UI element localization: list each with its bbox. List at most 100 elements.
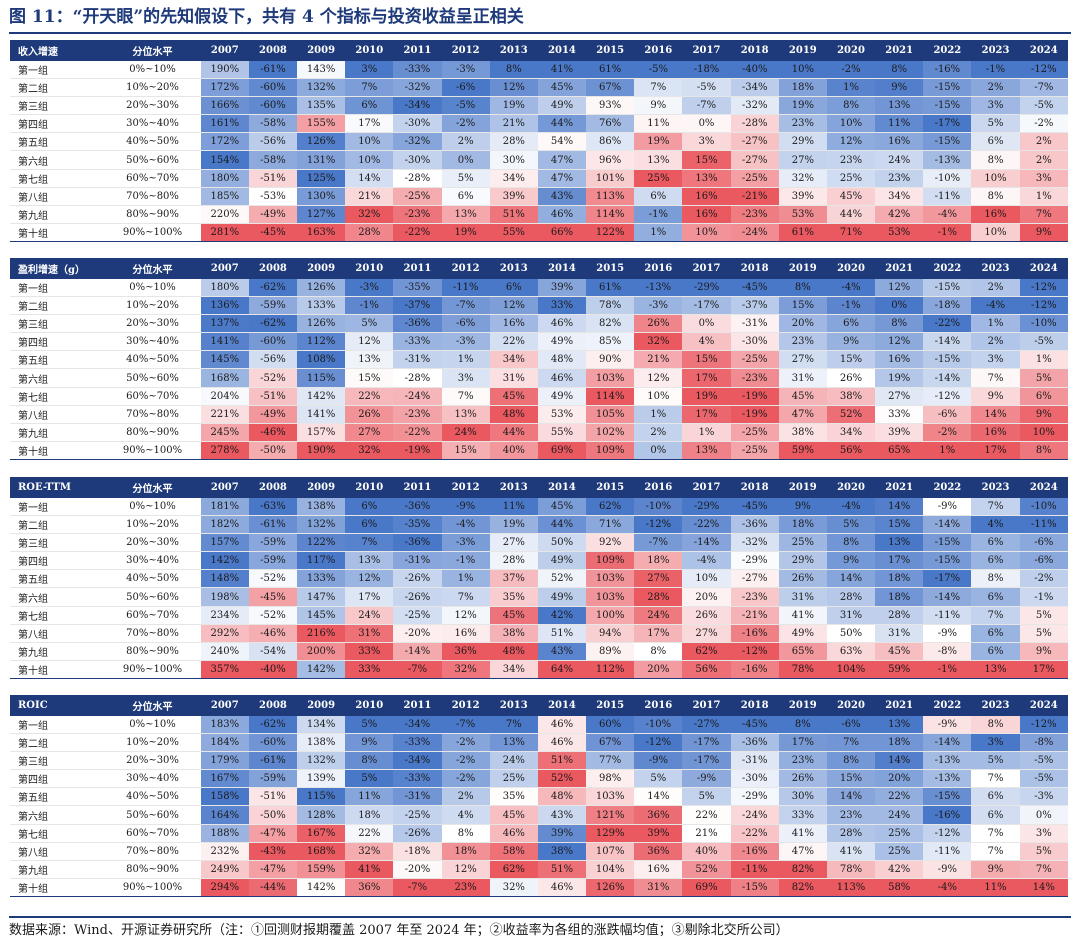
return-cell: 9% [634, 96, 683, 116]
table-row: 第三组 20%~30% 166% -60% 135% 6% -34% -5% 19% 49% 93%… [10, 96, 1068, 116]
return-cell: 51% [489, 205, 538, 224]
return-cell: -2% [826, 61, 876, 80]
group-label: 第六组 [10, 805, 105, 825]
return-cell: 8% [345, 751, 394, 771]
return-cell: 180% [200, 279, 249, 298]
return-cell: 18% [875, 733, 924, 753]
return-cell: 35% [489, 587, 538, 607]
return-cell: 128% [297, 805, 346, 825]
group-label: 第八组 [10, 405, 105, 424]
indicator-name: ROIC [10, 695, 105, 716]
return-cell: 18% [634, 551, 683, 571]
quantile-label: 0%~10% [104, 61, 201, 80]
table-row: 第六组 50%~60% 154% -58% 131% 10% -30% 0% 30% 47% 96%… [10, 150, 1068, 170]
quantile-header: 分位水平 [104, 40, 201, 61]
return-cell: 15% [826, 350, 876, 370]
return-cell: -5% [634, 61, 683, 80]
return-cell: 3% [971, 96, 1020, 116]
return-cell: 105% [586, 405, 635, 424]
return-cell: -32% [730, 533, 779, 553]
return-cell: 112% [586, 660, 635, 679]
return-cell: 10% [778, 61, 827, 80]
return-cell: 44% [537, 515, 587, 535]
indicator-name: 盈利增速（g） [10, 258, 105, 279]
return-cell: 104% [586, 860, 635, 879]
return-cell: -32% [393, 78, 442, 98]
return-cell: 17% [345, 587, 394, 607]
return-cell: -9% [682, 769, 731, 789]
return-cell: 20% [875, 769, 924, 789]
year-header: 2016 [634, 477, 683, 498]
return-cell: 42% [537, 606, 587, 625]
table-row: 第七组 60%~70% 188% -47% 167% 22% -26% 8% 46% 39% 129… [10, 824, 1068, 843]
return-cell: 26% [778, 769, 827, 789]
return-cell: -62% [248, 279, 298, 298]
return-cell: 159% [297, 860, 346, 879]
return-cell: -30% [393, 150, 442, 170]
return-cell: -12% [730, 642, 779, 661]
return-cell: 7% [826, 733, 876, 753]
return-cell: -21% [730, 187, 779, 206]
return-cell: -6% [441, 314, 490, 334]
return-cell: -25% [730, 169, 779, 188]
table-row: 第八组 70%~80% 292% -46% 216% 31% -20% 16% 38% 51% 94… [10, 624, 1068, 643]
group-label: 第九组 [10, 860, 105, 879]
return-cell: 103% [586, 569, 635, 589]
return-cell: -4% [826, 279, 876, 298]
year-header: 2017 [682, 695, 731, 716]
return-cell: 52% [826, 405, 876, 424]
year-header: 2018 [730, 477, 779, 498]
return-cell: -32% [393, 132, 442, 152]
return-cell: -11% [1019, 515, 1068, 535]
return-cell: -49% [248, 205, 298, 224]
return-cell: 2% [634, 423, 683, 442]
return-cell: -18% [682, 61, 731, 80]
return-cell: 8% [1019, 441, 1068, 460]
return-cell: 154% [200, 150, 249, 170]
return-cell: 113% [586, 187, 635, 206]
return-cell: 8% [875, 314, 924, 334]
return-cell: 78% [586, 296, 635, 316]
return-cell: -28% [393, 169, 442, 188]
year-header: 2019 [778, 695, 827, 716]
return-cell: 39% [537, 824, 587, 843]
return-cell: -5% [1019, 332, 1068, 352]
quantile-header: 分位水平 [104, 695, 201, 716]
year-header: 2012 [441, 258, 490, 279]
return-cell: -1% [345, 296, 394, 316]
return-cell: 47% [778, 405, 827, 424]
return-cell: 13% [682, 169, 731, 188]
return-cell: 102% [586, 423, 635, 442]
return-cell: 19% [441, 223, 490, 242]
return-cell: -12% [634, 733, 683, 753]
return-cell: 55% [489, 223, 538, 242]
return-cell: 221% [200, 405, 249, 424]
return-cell: 34% [875, 187, 924, 206]
return-cell: -14% [393, 642, 442, 661]
return-cell: 41% [778, 824, 827, 843]
return-cell: 23% [778, 751, 827, 771]
return-cell: 47% [537, 150, 587, 170]
return-cell: -14% [923, 733, 972, 753]
return-cell: 41% [537, 61, 587, 80]
return-cell: 20% [634, 660, 683, 679]
quantile-label: 0%~10% [104, 716, 201, 735]
return-cell: 13% [441, 205, 490, 224]
return-cell: -7% [393, 878, 442, 897]
return-cell: 16% [682, 187, 731, 206]
quantile-header: 分位水平 [104, 477, 201, 498]
return-cell: 28% [826, 824, 876, 843]
return-cell: -6% [826, 716, 876, 735]
return-cell: -2% [923, 423, 972, 442]
return-cell: -16% [730, 660, 779, 679]
return-cell: 25% [489, 769, 538, 789]
return-cell: -37% [730, 296, 779, 316]
return-cell: -17% [682, 751, 731, 771]
return-cell: 166% [200, 96, 249, 116]
year-header: 2024 [1019, 258, 1068, 279]
return-cell: -25% [730, 441, 779, 460]
return-cell: 49% [778, 624, 827, 643]
return-cell: 109% [586, 441, 635, 460]
year-header: 2021 [875, 477, 924, 498]
return-cell: 278% [200, 441, 249, 460]
